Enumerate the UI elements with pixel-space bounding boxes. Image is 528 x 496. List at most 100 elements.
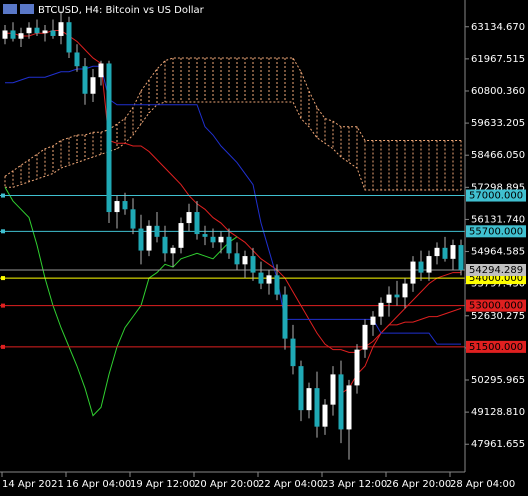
y-tick-label: 52630.275: [471, 311, 525, 322]
level-marker: [1, 229, 5, 234]
chart-title: BTCUSD, H4: Bitcoin vs US Dollar: [38, 5, 205, 16]
indicator-line: [340, 307, 462, 395]
bid-label: 54294.289: [469, 265, 523, 276]
x-tick-label: 20 Apr 20:00: [194, 479, 259, 490]
candle-body: [426, 256, 432, 273]
candle-body: [18, 33, 24, 39]
candle-body: [58, 22, 64, 36]
x-tick-label: 16 Apr 04:00: [66, 479, 131, 490]
candle-body: [450, 245, 456, 259]
candle-body: [330, 374, 336, 405]
x-tick-label: 14 Apr 2021: [2, 479, 64, 490]
candle-body: [250, 256, 256, 273]
level-label-box: [466, 299, 526, 312]
candle-body: [130, 209, 136, 229]
candle-body: [306, 388, 312, 411]
candle-body: [162, 236, 168, 254]
candle-body: [362, 324, 368, 350]
x-tick-label: 22 Apr 04:00: [258, 479, 323, 490]
y-tick-label: 63134.670: [471, 22, 525, 33]
level-label: 55700.000: [469, 226, 523, 237]
x-tick-label: 23 Apr 12:00: [322, 479, 387, 490]
level-marker: [1, 344, 5, 349]
y-tick-label: 50295.965: [471, 375, 525, 386]
y-tick-label: 47961.655: [471, 439, 525, 450]
candle-body: [82, 66, 88, 94]
candle-body: [290, 338, 296, 367]
candle-body: [2, 30, 8, 39]
candle-body: [210, 236, 216, 243]
candle-body: [98, 63, 104, 78]
level-marker: [1, 193, 5, 198]
level-label: 54000.000: [469, 273, 523, 284]
plot: [0, 11, 465, 460]
candle-body: [122, 201, 128, 210]
candle-body: [338, 374, 344, 430]
candle-body: [394, 294, 400, 298]
y-tick-label: 49128.810: [471, 407, 525, 418]
candle-body: [378, 302, 384, 317]
symbol-icon: [3, 4, 17, 14]
candle-body: [322, 404, 328, 427]
candle-body: [178, 223, 184, 248]
candle-body: [418, 261, 424, 273]
candle-body: [186, 212, 192, 224]
y-tick-label: 58466.050: [471, 150, 525, 161]
candle-body: [170, 247, 176, 254]
candle-body: [258, 272, 264, 284]
candle-body: [402, 283, 408, 298]
level-label-box: [466, 189, 526, 202]
candle-body: [26, 27, 32, 34]
x-tick-label: 28 Apr 04:00: [450, 479, 515, 490]
candle-body: [66, 22, 72, 53]
candle-body: [298, 366, 304, 411]
candle-body: [74, 52, 80, 67]
y-tick-label: 61967.515: [471, 54, 525, 65]
candle-body: [138, 228, 144, 251]
candle-body: [410, 261, 416, 284]
candle-body: [386, 294, 392, 303]
level-label: 53000.000: [469, 301, 523, 312]
candle-body: [282, 294, 288, 339]
candle-body: [354, 349, 360, 386]
indicator-line: [5, 65, 461, 345]
candle-body: [442, 247, 448, 259]
y-tick-label: 56131.740: [471, 214, 525, 225]
cloud-edge: [5, 101, 461, 191]
x-tick-label: 19 Apr 12:00: [130, 479, 195, 490]
candle-body: [34, 27, 40, 34]
bid-label-box: [466, 263, 526, 276]
candle-body: [194, 212, 200, 235]
cloud-edge: [4, 57, 461, 177]
candle-body: [114, 201, 120, 213]
candle-body: [234, 253, 240, 265]
candle-body: [106, 63, 112, 213]
candle-body: [42, 30, 48, 34]
symbol-icon: [20, 4, 34, 14]
y-tick-label: 59633.205: [471, 118, 525, 129]
x-tick-label: 26 Apr 20:00: [386, 479, 451, 490]
level-marker: [1, 276, 5, 281]
candle-body: [458, 245, 464, 270]
candle-body: [10, 30, 16, 39]
indicator-line: [4, 187, 238, 417]
y-tick-label: 60800.360: [471, 86, 525, 97]
candle-body: [226, 236, 232, 254]
candle-body: [202, 234, 208, 237]
level-label-box: [466, 225, 526, 238]
candle-body: [242, 256, 248, 265]
candle-body: [266, 275, 272, 284]
level-label-box: [466, 340, 526, 353]
candle-body: [146, 225, 152, 251]
level-label: 57000.000: [469, 191, 523, 202]
candle-body: [274, 275, 280, 295]
candle-body: [154, 225, 160, 237]
level-marker: [1, 303, 5, 308]
candle-body: [346, 385, 352, 430]
y-tick-label: 54964.585: [471, 247, 525, 258]
candle-body: [50, 30, 56, 36]
candle-body: [90, 77, 96, 94]
